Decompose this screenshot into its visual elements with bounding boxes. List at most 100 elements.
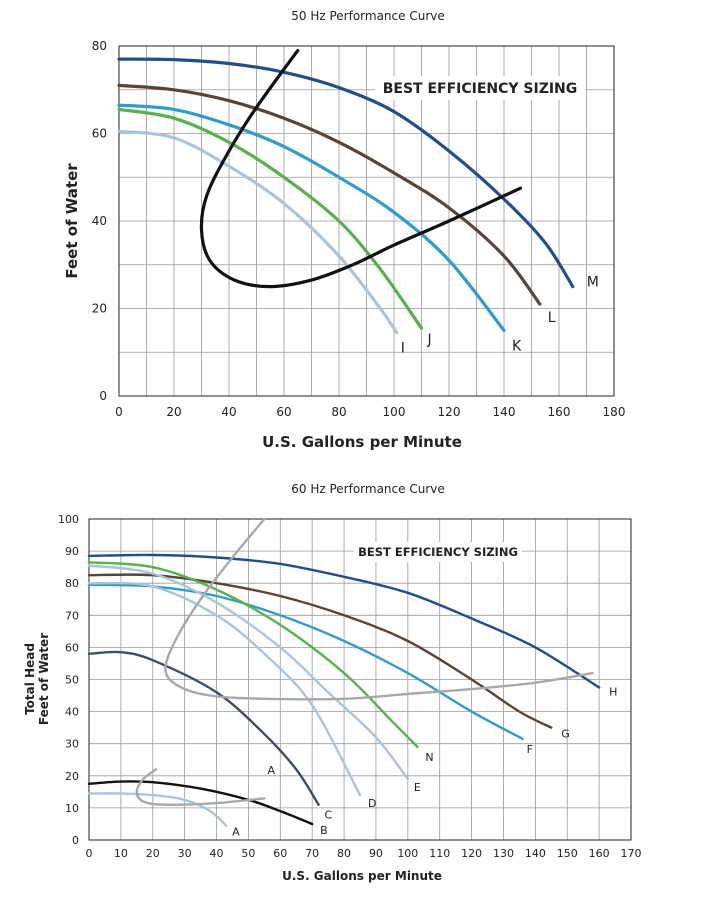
curve-b (87, 780, 314, 826)
chart-60hz-curve-labels: H G F N E D CB A A (232, 686, 617, 839)
curve-m (117, 57, 575, 289)
x-tick-label: 20 (166, 405, 181, 419)
curve-label-h: H (609, 686, 617, 699)
curve-e (87, 564, 409, 781)
y-tick-label: 80 (65, 577, 79, 590)
curve-f (87, 583, 524, 741)
curve-d (87, 581, 362, 797)
curve-label-g: G (561, 728, 570, 741)
curve-c (87, 650, 320, 806)
curve-label-e: E (414, 781, 421, 794)
x-tick-label: 120 (438, 405, 461, 419)
x-tick-label: 100 (397, 847, 418, 860)
curve-label-b: B (320, 824, 328, 837)
curve-g (87, 573, 553, 729)
chart-50hz-annotation: BEST EFFICIENCY SIZING (375, 76, 585, 100)
chart-60hz-plot-frame (88, 518, 632, 841)
curve-label-l: L (548, 310, 556, 326)
x-tick-label: 10 (114, 847, 128, 860)
y-tick-label: 50 (65, 674, 79, 687)
x-tick-label: 70 (305, 847, 319, 860)
x-tick-label: 30 (178, 847, 192, 860)
best-efficiency-curve (135, 768, 266, 806)
y-tick-label: 20 (65, 770, 79, 783)
curve-i (117, 129, 399, 335)
curve-label-extra: A (268, 764, 276, 777)
x-tick-label: 140 (493, 405, 516, 419)
chart-60hz-annotation-text: BEST EFFICIENCY SIZING (358, 545, 518, 559)
curve-label-j: J (427, 332, 432, 348)
y-tick-label: 70 (65, 609, 79, 622)
x-tick-label: 0 (115, 405, 123, 419)
x-tick-label: 110 (429, 847, 450, 860)
x-tick-label: 60 (276, 405, 291, 419)
x-tick-label: 140 (525, 847, 546, 860)
curve-label-d: D (368, 797, 376, 810)
curve-a (87, 792, 228, 827)
chart-60hz-title: 60 Hz Performance Curve (291, 482, 444, 496)
chart-50hz-ylabel: Feet of Water (63, 163, 81, 279)
y-tick-label: 30 (65, 738, 79, 751)
x-tick-label: 20 (146, 847, 160, 860)
chart-60hz-ylabel-line-1: Total Head (23, 643, 37, 715)
curve-label-k: K (512, 338, 522, 354)
chart-60hz-ylabel: Total Head Feet of Water (23, 633, 51, 725)
y-tick-label: 60 (65, 641, 79, 654)
chart-50hz-title: 50 Hz Performance Curve (291, 9, 444, 23)
curve-label-i: I (401, 341, 405, 357)
curve-n (87, 561, 419, 749)
curve-k (117, 103, 506, 332)
x-tick-label: 120 (461, 847, 482, 860)
x-tick-label: 170 (621, 847, 642, 860)
chart-50hz-plot-frame (118, 45, 615, 397)
x-tick-label: 160 (548, 405, 571, 419)
chart-50hz-grid (119, 46, 614, 396)
chart-60hz-xlabel: U.S. Gallons per Minute (282, 869, 442, 883)
y-tick-label: 40 (65, 706, 79, 719)
chart-50hz-curve-labels: M L K J I (401, 275, 599, 357)
curve-label-c: C (325, 809, 333, 822)
chart-60hz-series (87, 517, 601, 827)
y-tick-label: 100 (58, 513, 79, 526)
x-tick-label: 160 (589, 847, 610, 860)
x-tick-label: 130 (493, 847, 514, 860)
best-efficiency-curve (164, 517, 594, 701)
curve-label-f: F (527, 743, 533, 756)
chart-50hz-series (117, 48, 575, 335)
x-tick-label: 150 (557, 847, 578, 860)
curve-l (117, 83, 542, 306)
y-tick-label: 0 (72, 834, 79, 847)
curve-label-n: N (425, 751, 433, 764)
best-efficiency-curve (199, 48, 523, 289)
chart-60hz-annotation: BEST EFFICIENCY SIZING (354, 542, 522, 562)
curve-label-a: A (232, 826, 240, 839)
x-tick-label: 80 (337, 847, 351, 860)
y-tick-label: 20 (92, 302, 107, 316)
y-tick-label: 40 (92, 214, 107, 228)
chart-60hz-ylabel-line-2: Feet of Water (37, 633, 51, 725)
x-tick-label: 0 (86, 847, 93, 860)
x-tick-label: 180 (603, 405, 626, 419)
x-tick-label: 40 (210, 847, 224, 860)
curve-h (87, 553, 601, 689)
x-tick-label: 50 (241, 847, 255, 860)
x-tick-label: 40 (221, 405, 236, 419)
y-tick-label: 0 (99, 389, 107, 403)
y-tick-label: 10 (65, 802, 79, 815)
x-tick-label: 80 (331, 405, 346, 419)
chart-60hz: 60 Hz Performance Curve 0 10 20 30 40 50 60 70 8… (23, 482, 642, 883)
y-tick-label: 90 (65, 545, 79, 558)
y-tick-label: 60 (92, 127, 107, 141)
chart-50hz: 50 Hz Performance Curve 0 20 40 60 80 100 120 1… (63, 9, 625, 451)
chart-50hz-xlabel: U.S. Gallons per Minute (262, 433, 462, 451)
y-tick-label: 80 (92, 39, 107, 53)
curve-label-m: M (587, 275, 599, 291)
x-tick-label: 90 (369, 847, 383, 860)
x-tick-label: 100 (383, 405, 406, 419)
curve-j (117, 107, 424, 330)
chart-50hz-ticks: 0 20 40 60 80 100 120 140 160 180 0 20 40 60 80 (92, 39, 626, 419)
chart-60hz-ticks: 0 10 20 30 40 50 60 70 80 90 100 110 120 130 140 150 160… (58, 513, 642, 860)
x-tick-label: 60 (273, 847, 287, 860)
chart-50hz-annotation-text: BEST EFFICIENCY SIZING (383, 81, 578, 97)
